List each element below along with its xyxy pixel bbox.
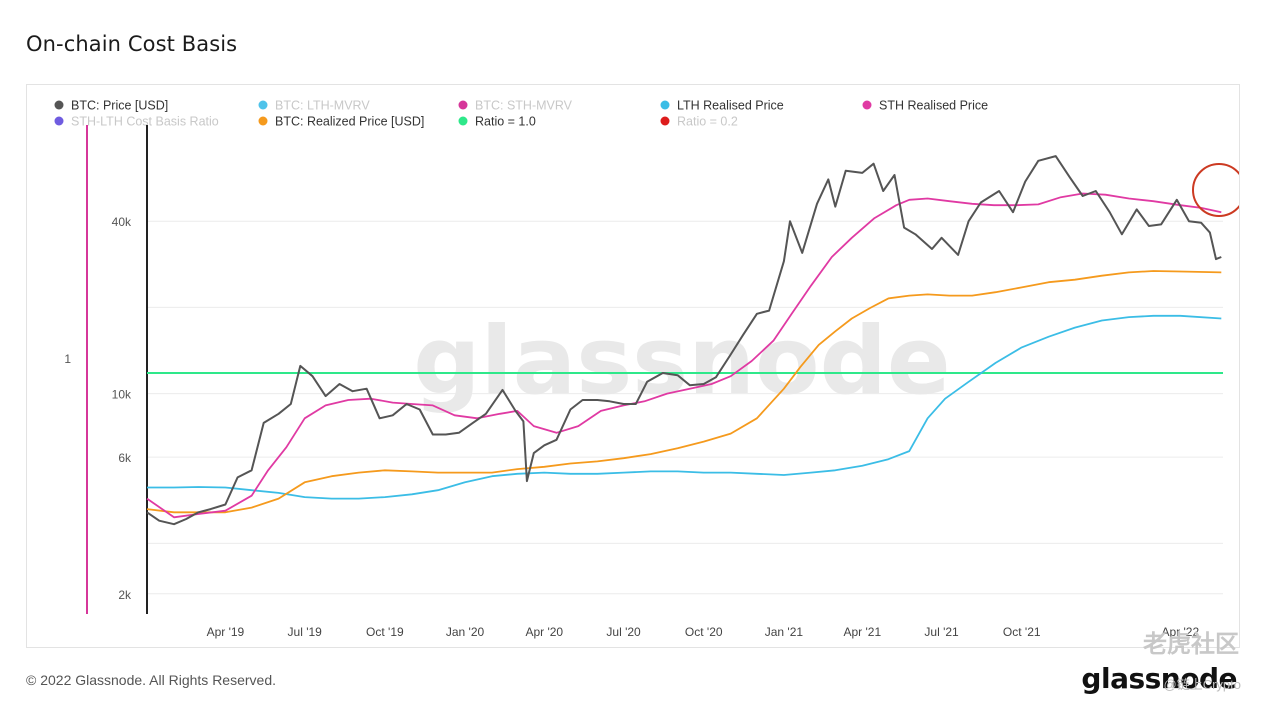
legend-item: BTC: STH-MVRV	[458, 99, 573, 113]
x-tick-label: Jan '21	[765, 625, 804, 639]
watermark-center: glassnode	[413, 307, 950, 416]
x-tick-label: Jul '20	[606, 625, 641, 639]
legend-label: BTC: Price [USD]	[71, 99, 168, 113]
series-group	[146, 155, 1223, 526]
x-tick-label: Oct '19	[366, 625, 404, 639]
x-tick-label: Apr '20	[525, 625, 563, 639]
series-line-realized	[146, 270, 1222, 514]
legend-item: LTH Realised Price	[660, 99, 784, 113]
brand-logo: glassnode	[1081, 662, 1237, 695]
highlight-circle	[1192, 163, 1246, 217]
legend-swatch	[258, 116, 268, 126]
legend-swatch	[660, 100, 670, 110]
x-tick-label: Oct '20	[685, 625, 723, 639]
legend-swatch	[54, 100, 64, 110]
series-line-sth-realised	[146, 192, 1222, 519]
legend-label: BTC: STH-MVRV	[475, 99, 573, 113]
x-tick-label: Jan '20	[446, 625, 485, 639]
y-tick-label: 10k	[112, 388, 132, 402]
legend-label: LTH Realised Price	[677, 99, 784, 113]
x-tick-label: Jul '21	[924, 625, 959, 639]
grid	[147, 220, 1223, 595]
chart-panel: BTC: Price [USD] BTC: LTH-MVRV BTC: STH-MV…	[26, 84, 1246, 648]
axes: 2k 6k 10k 40k 1 Apr '19 Jul '19 Oct '19 Jan '20 A…	[64, 125, 1199, 639]
legend-label: BTC: LTH-MVRV	[275, 99, 370, 113]
legend: BTC: Price [USD] BTC: LTH-MVRV BTC: STH-MV…	[54, 99, 988, 129]
legend-item: BTC: Price [USD]	[54, 99, 168, 113]
legend-swatch	[660, 116, 670, 126]
legend-swatch	[54, 116, 64, 126]
x-tick-label: Jul '19	[288, 625, 323, 639]
x-tick-label: Apr '21	[843, 625, 881, 639]
y-tick-label: 2k	[118, 588, 132, 602]
x-tick-label: Apr '19	[207, 625, 245, 639]
watermark-bottom: @链上Crypto	[1163, 677, 1242, 692]
legend-swatch	[258, 100, 268, 110]
legend-swatch	[458, 116, 468, 126]
legend-label: STH-LTH Cost Basis Ratio	[71, 115, 219, 129]
legend-label: BTC: Realized Price [USD]	[275, 115, 424, 129]
page-title: On-chain Cost Basis	[26, 32, 238, 56]
legend-label: Ratio = 1.0	[475, 115, 536, 129]
x-tick-label: Apr '22	[1161, 625, 1199, 639]
legend-item: BTC: Realized Price [USD]	[258, 115, 424, 129]
legend-item: Ratio = 1.0	[458, 115, 536, 129]
copyright: © 2022 Glassnode. All Rights Reserved.	[26, 672, 277, 688]
y-tick-label: 6k	[118, 451, 132, 465]
legend-item: BTC: LTH-MVRV	[258, 99, 370, 113]
series-line-lth-realised	[147, 314, 1222, 500]
legend-label: Ratio = 0.2	[677, 115, 738, 129]
series-line-price	[146, 155, 1222, 526]
secondary-y-tick-label: 1	[64, 352, 71, 366]
legend-item: STH Realised Price	[862, 99, 988, 113]
legend-swatch	[862, 100, 872, 110]
watermark-cn: 老虎社区	[1143, 631, 1239, 658]
y-tick-label: 40k	[112, 215, 132, 229]
x-tick-label: Oct '21	[1003, 625, 1041, 639]
legend-swatch	[458, 100, 468, 110]
legend-item: Ratio = 0.2	[660, 115, 738, 129]
chart: BTC: Price [USD] BTC: LTH-MVRV BTC: STH-MV…	[54, 99, 1246, 639]
legend-label: STH Realised Price	[879, 99, 988, 113]
legend-item: STH-LTH Cost Basis Ratio	[54, 115, 219, 129]
